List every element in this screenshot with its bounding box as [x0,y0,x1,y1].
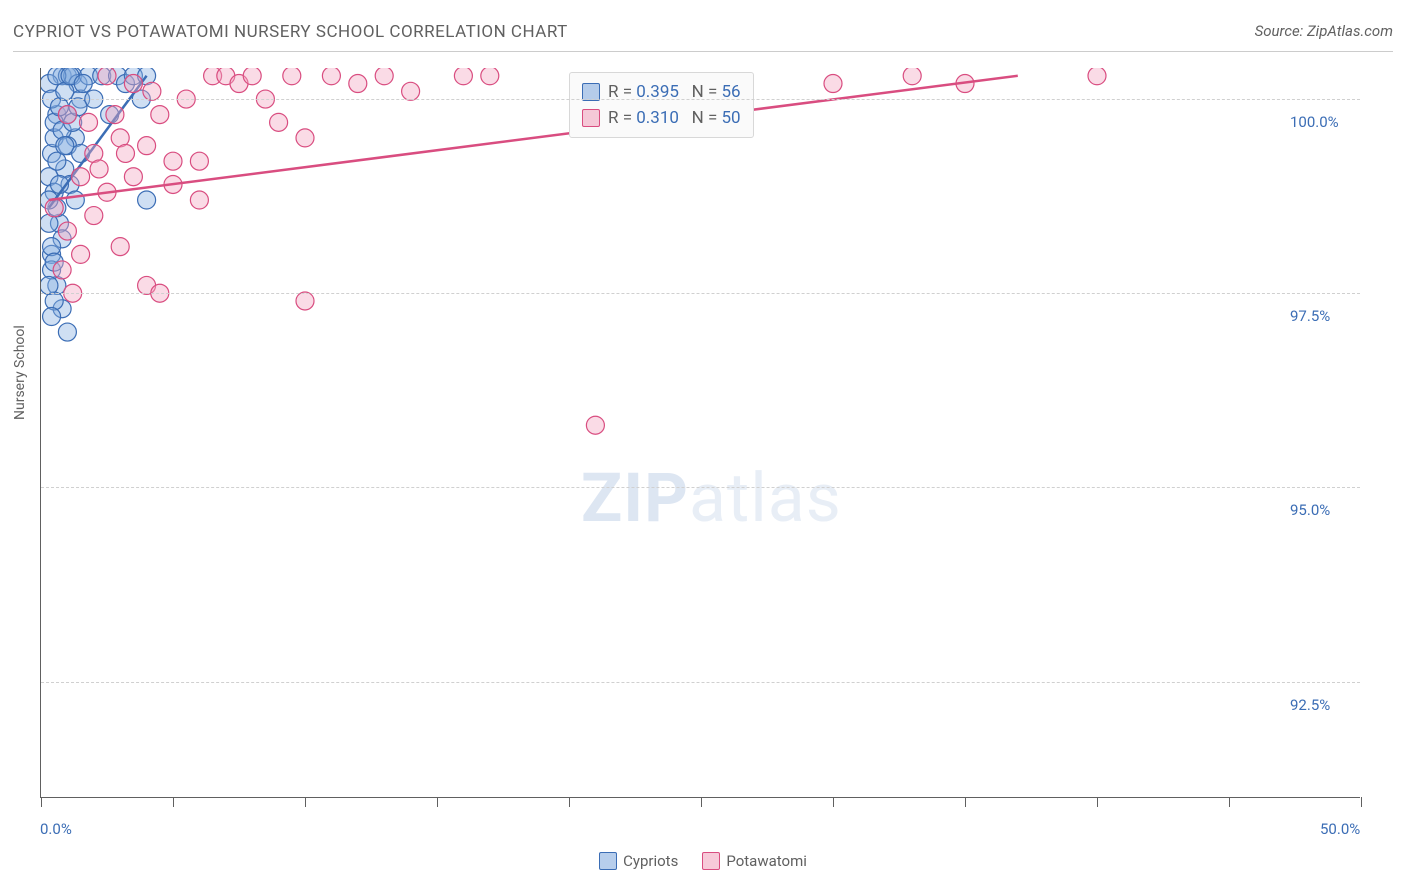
x-tick [305,797,306,807]
bottom-legend: Cypriots Potawatomi [0,852,1406,874]
y-tick-label: 92.5% [1290,696,1330,714]
x-tick [41,797,42,807]
legend-swatch [599,852,617,870]
gridline [41,99,1360,100]
data-point [45,199,63,217]
data-point [43,308,61,326]
data-point [322,68,340,85]
data-point [903,68,921,85]
data-point [143,82,161,100]
data-point [138,137,156,155]
data-point [58,222,76,240]
data-point [1088,68,1106,85]
gridline [41,293,1360,294]
data-point [481,68,499,85]
x-tick [833,797,834,807]
data-point [80,113,98,131]
data-point [106,106,124,124]
gridline [41,487,1360,488]
x-tick [173,797,174,807]
data-point [124,75,142,93]
x-tick [701,797,702,807]
data-point [375,68,393,85]
legend-swatch [702,852,720,870]
plot-area: ZIPatlas R = 0.395 N = 56R = 0.310 N = 5… [40,68,1360,798]
data-point [124,168,142,186]
data-point [270,113,288,131]
y-tick-label: 100.0% [1290,113,1339,131]
data-point [824,75,842,93]
x-tick [1229,797,1230,807]
legend-swatch [582,109,600,127]
x-tick [1097,797,1098,807]
scatter-svg [41,68,1361,798]
data-point [164,152,182,170]
y-axis-label: Nursery School [12,325,28,420]
data-point [58,323,76,341]
x-tick-label: 50.0% [1320,820,1360,838]
data-point [138,191,156,209]
data-point [402,82,420,100]
data-point [454,68,472,85]
x-tick [437,797,438,807]
data-point [243,68,261,85]
legend-row: R = 0.395 N = 56 [582,79,741,105]
data-point [586,416,604,434]
data-point [190,152,208,170]
gridline [41,682,1360,683]
data-point [151,106,169,124]
stats-legend: R = 0.395 N = 56R = 0.310 N = 50 [569,72,754,138]
data-point [349,75,367,93]
data-point [72,245,90,263]
data-point [53,261,71,279]
data-point [296,292,314,310]
data-point [98,68,116,85]
data-point [66,191,84,209]
x-tick [1361,797,1362,807]
data-point [43,238,61,256]
legend-row: R = 0.310 N = 50 [582,105,741,131]
data-point [74,75,92,93]
x-tick [569,797,570,807]
data-point [85,207,103,225]
y-tick-label: 97.5% [1290,307,1330,325]
data-point [41,276,58,294]
x-tick [965,797,966,807]
bottom-legend-item: Cypriots [599,852,678,870]
data-point [296,129,314,147]
data-point [90,160,108,178]
data-point [111,238,129,256]
data-point [56,137,74,155]
data-point [72,168,90,186]
source-label: Source: ZipAtlas.com [1255,22,1393,40]
data-point [58,106,76,124]
bottom-legend-item: Potawatomi [702,852,807,870]
data-point [190,191,208,209]
y-tick-label: 95.0% [1290,501,1330,519]
data-point [283,68,301,85]
x-tick-label: 0.0% [40,820,72,838]
chart-title: CYPRIOT VS POTAWATOMI NURSERY SCHOOL COR… [13,22,568,42]
data-point [116,144,134,162]
